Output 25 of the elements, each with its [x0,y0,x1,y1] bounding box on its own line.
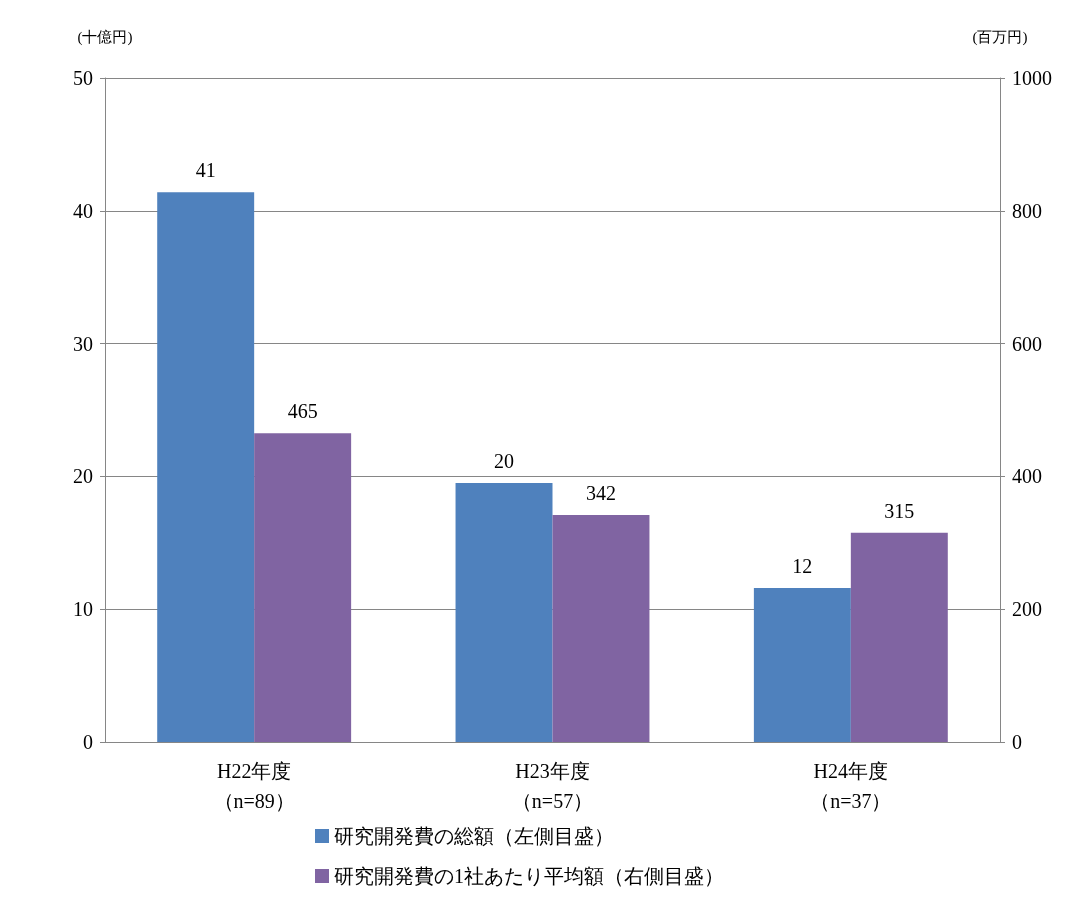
y2-tick-label: 200 [1012,598,1042,621]
y2-tick-label: 600 [1012,332,1042,355]
y-tick-label: 40 [73,199,93,222]
x-tick-label: H23年度（n=57） [511,760,594,812]
y-tick-label: 30 [73,332,93,355]
data-label: 465 [287,400,318,423]
y2-tick-label: 400 [1012,465,1042,488]
legend-label: 研究開発費の総額（左側目盛） [334,825,614,847]
y2-tick-label: 800 [1012,199,1042,222]
legend-label: 研究開発費の1社あたり平均額（右側目盛） [334,865,724,887]
y-tick-label: 50 [73,67,93,89]
data-label: 41 [195,159,216,182]
x-tick-label: H24年度（n=37） [810,760,892,812]
y-tick-label: 20 [73,465,93,488]
data-label: 12 [792,554,813,577]
data-label: 342 [585,481,616,504]
y2-tick-label: 0 [1012,731,1022,753]
x-tick-label: H22年度（n=89） [213,760,295,812]
y-axis-title: (十億円) [77,28,133,46]
y2-axis-title: (百万円) [972,28,1028,46]
y-tick-label: 10 [73,598,93,621]
y-tick-label: 0 [83,731,93,753]
data-label: 20 [494,450,515,473]
data-label: 315 [884,499,915,522]
y2-tick-label: 1000 [1012,67,1052,89]
